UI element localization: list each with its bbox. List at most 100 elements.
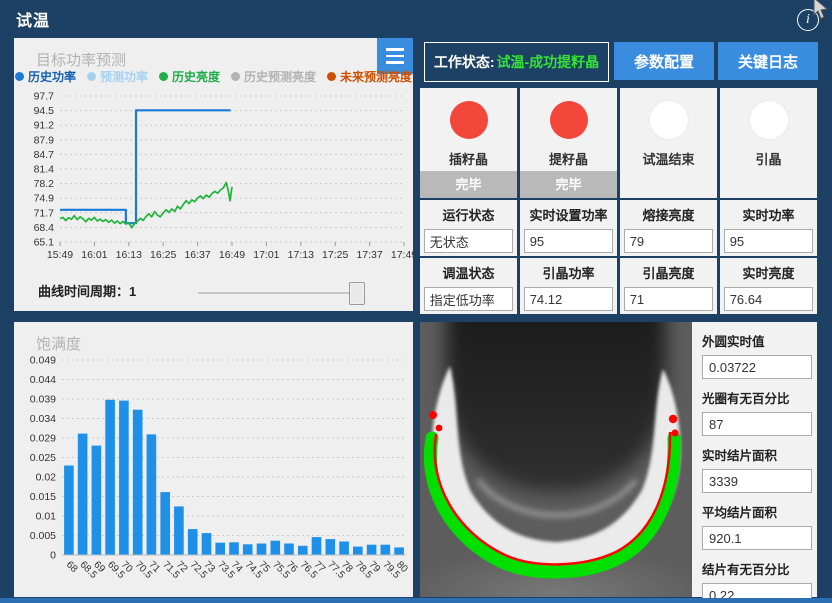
page-title: 试温 bbox=[16, 13, 51, 30]
work-status-value: 试温-成功提籽晶 bbox=[496, 54, 600, 70]
stage-label: 插籽晶 bbox=[448, 152, 488, 167]
legend-dot-icon bbox=[231, 72, 240, 81]
svg-text:17:01: 17:01 bbox=[253, 249, 279, 261]
power-line-chart: 65.1 68.4 71.7 74.9 78.2 81.4 84.7 87.9 91.2 94.5… bbox=[34, 91, 413, 262]
status-field: 引晶亮度 bbox=[620, 258, 717, 314]
camera-fields: 外圆实时值光圈有无百分比实时结片面积平均结片面积结片有无百分比 bbox=[692, 322, 817, 603]
camera-dark-column bbox=[446, 322, 666, 492]
key-log-button[interactable]: 关键日志 bbox=[718, 42, 818, 80]
power-prediction-panel: 目标功率预测 历史功率 预测功率 历史亮度 历史预测亮度 未来预测亮度 65.1 68.4… bbox=[14, 38, 413, 311]
svg-text:16:01: 16:01 bbox=[81, 249, 107, 261]
camera-field: 结片有无百分比 bbox=[702, 559, 817, 603]
legend-dot-icon bbox=[158, 72, 168, 81]
stage-status-light bbox=[449, 101, 488, 139]
svg-text:81.4: 81.4 bbox=[34, 164, 55, 176]
legend-item[interactable]: 未来预测亮度 bbox=[327, 68, 412, 85]
field-value-input[interactable] bbox=[723, 229, 814, 253]
stage-cards: 插籽晶 完毕 提籽晶 完毕 试温结束 引晶 bbox=[420, 88, 817, 198]
svg-text:16:37: 16:37 bbox=[184, 249, 210, 261]
svg-text:84.7: 84.7 bbox=[34, 149, 55, 161]
camera-detail-panel: 外圆实时值光圈有无百分比实时结片面积平均结片面积结片有无百分比 bbox=[420, 322, 817, 603]
field-value-input[interactable] bbox=[702, 355, 812, 379]
svg-text:0.049: 0.049 bbox=[30, 355, 56, 367]
status-field: 实时亮度 bbox=[720, 258, 817, 314]
red-marker-dot bbox=[435, 424, 443, 432]
info-icon[interactable]: i bbox=[797, 9, 819, 31]
svg-text:17:37: 17:37 bbox=[356, 249, 382, 261]
legend-item[interactable]: 历史亮度 bbox=[158, 68, 220, 85]
field-label: 实时亮度 bbox=[742, 266, 795, 281]
camera-field: 外圆实时值 bbox=[702, 331, 817, 379]
field-value-input[interactable] bbox=[702, 469, 812, 493]
legend-item[interactable]: 历史预测亮度 bbox=[231, 68, 316, 85]
stage-label: 提籽晶 bbox=[548, 152, 588, 167]
red-marker-dot bbox=[429, 411, 437, 419]
stage-label: 引晶 bbox=[755, 152, 782, 167]
svg-text:17:49: 17:49 bbox=[391, 249, 413, 261]
field-label: 实时功率 bbox=[742, 208, 795, 223]
detection-red-line bbox=[433, 431, 672, 566]
status-field: 引晶功率 bbox=[520, 258, 617, 314]
svg-text:0.039: 0.039 bbox=[30, 394, 56, 406]
field-value-input[interactable] bbox=[423, 287, 514, 311]
camera-image bbox=[420, 322, 692, 597]
legend-item[interactable]: 预测功率 bbox=[86, 68, 148, 85]
svg-text:91.2: 91.2 bbox=[34, 120, 55, 132]
curve-period-slider[interactable] bbox=[198, 292, 353, 294]
svg-text:16:13: 16:13 bbox=[116, 249, 142, 261]
field-label: 外圆实时值 bbox=[702, 335, 765, 349]
stage-card: 引晶 bbox=[720, 88, 817, 198]
curve-period-label: 曲线时间周期：1 bbox=[38, 284, 137, 299]
field-rows: 运行状态 实时设置功率 熔接亮度 实时功率 bbox=[420, 200, 817, 256]
field-label: 结片有无百分比 bbox=[702, 563, 790, 577]
red-marker-dot bbox=[671, 429, 679, 437]
inner-reflection-arc bbox=[475, 478, 639, 519]
legend-item[interactable]: 历史功率 bbox=[14, 68, 76, 85]
stage-done-button[interactable]: 完毕 bbox=[520, 171, 617, 198]
svg-text:94.5: 94.5 bbox=[34, 105, 55, 117]
legend-label: 历史预测亮度 bbox=[244, 70, 317, 84]
power-chart-title: 目标功率预测 bbox=[36, 52, 127, 69]
field-value-input[interactable] bbox=[523, 229, 614, 253]
stage-status-light bbox=[749, 101, 788, 139]
legend-dot-icon bbox=[14, 72, 24, 81]
svg-text:17:13: 17:13 bbox=[288, 249, 314, 261]
svg-text:0.034: 0.034 bbox=[30, 413, 56, 425]
field-value-input[interactable] bbox=[523, 287, 614, 311]
field-value-input[interactable] bbox=[702, 526, 812, 550]
params-config-button[interactable]: 参数配置 bbox=[614, 42, 714, 80]
field-value-input[interactable] bbox=[623, 229, 714, 253]
field-label: 运行状态 bbox=[442, 208, 495, 223]
saturation-bar-chart: 0 0.005 0.01 0.015 0.02 0.025 0.029 0.034 0.039 0… bbox=[30, 355, 410, 582]
slider-handle[interactable] bbox=[349, 282, 365, 305]
red-marker-dot bbox=[668, 414, 678, 424]
status-field: 实时功率 bbox=[720, 200, 817, 256]
field-value-input[interactable] bbox=[723, 287, 814, 311]
status-field: 运行状态 bbox=[420, 200, 517, 256]
status-field: 实时设置功率 bbox=[520, 200, 617, 256]
svg-text:0.015: 0.015 bbox=[30, 491, 56, 503]
field-value-input[interactable] bbox=[423, 229, 514, 253]
work-status-box: 工作状态: 试温-成功提籽晶 bbox=[424, 42, 609, 82]
field-value-input[interactable] bbox=[702, 412, 812, 436]
svg-text:78.2: 78.2 bbox=[34, 178, 55, 190]
svg-text:16:49: 16:49 bbox=[219, 249, 245, 261]
field-label: 实时结片面积 bbox=[702, 449, 778, 463]
svg-text:71.7: 71.7 bbox=[34, 207, 55, 219]
svg-text:0.025: 0.025 bbox=[30, 452, 56, 464]
field-label: 引晶功率 bbox=[542, 266, 595, 281]
svg-text:87.9: 87.9 bbox=[34, 134, 55, 146]
svg-text:0: 0 bbox=[50, 550, 56, 562]
stage-done-button[interactable]: 完毕 bbox=[420, 171, 517, 198]
svg-text:0.029: 0.029 bbox=[30, 433, 56, 445]
svg-text:68.4: 68.4 bbox=[34, 222, 55, 234]
stage-card: 插籽晶 完毕 bbox=[420, 88, 517, 198]
svg-text:68: 68 bbox=[64, 559, 80, 575]
camera-field: 实时结片面积 bbox=[702, 445, 817, 493]
field-rows: 调温状态 引晶功率 引晶亮度 实时亮度 bbox=[420, 258, 817, 314]
curve-period-row: 曲线时间周期：1 bbox=[38, 281, 399, 305]
field-value-input[interactable] bbox=[623, 287, 714, 311]
stage-card: 试温结束 bbox=[620, 88, 717, 198]
field-label: 引晶亮度 bbox=[642, 266, 695, 281]
hamburger-menu-icon[interactable] bbox=[377, 38, 413, 74]
